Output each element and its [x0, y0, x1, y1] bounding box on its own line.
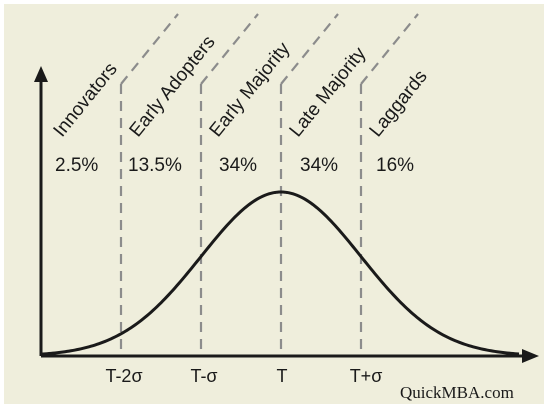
- divider-diagonal-2: [200, 13, 259, 85]
- x-tick-labels: T-2σ T-σ T T+σ: [105, 366, 382, 386]
- tick-label-t-minus-2sigma: T-2σ: [105, 366, 142, 386]
- divider-diagonal-1: [120, 13, 179, 85]
- adoption-bell-curve: [40, 190, 520, 356]
- diagram-background: [4, 4, 544, 404]
- divider-diagonal-3: [280, 13, 339, 85]
- quickmba-watermark: QuickMBA.com: [400, 383, 514, 402]
- tick-label-t-plus-sigma: T+σ: [350, 366, 383, 386]
- axes: [39, 80, 522, 358]
- tick-label-t-minus-sigma: T-σ: [190, 366, 217, 386]
- percent-late-majority: 34%: [300, 155, 338, 176]
- percent-early-majority: 34%: [219, 155, 257, 176]
- divider-diagonal-4: [360, 13, 419, 85]
- x-axis-arrowhead: [522, 349, 539, 363]
- percent-early-adopters: 13.5%: [128, 155, 182, 176]
- percent-innovators: 2.5%: [55, 155, 98, 176]
- divider-lines: [119, 13, 419, 356]
- segment-percentages: 2.5% 13.5% 34% 34% 16%: [55, 155, 414, 176]
- tick-label-t: T: [277, 366, 288, 386]
- percent-laggards: 16%: [376, 155, 414, 176]
- y-axis-arrowhead: [34, 66, 48, 82]
